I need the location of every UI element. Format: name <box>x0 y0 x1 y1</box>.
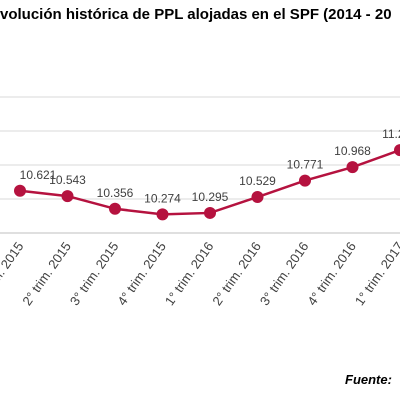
marker <box>204 206 216 219</box>
data-label: 11.219 <box>382 127 400 141</box>
data-label: 10.356 <box>97 186 134 200</box>
marker <box>251 191 264 204</box>
marker <box>109 202 121 215</box>
marker <box>14 184 26 197</box>
data-label: 10.274 <box>144 191 181 205</box>
source: Fuente: <box>345 372 392 387</box>
data-label: 10.543 <box>49 173 86 187</box>
data-label: 10.295 <box>192 190 229 204</box>
marker <box>346 161 359 174</box>
marker <box>299 174 311 187</box>
marker <box>394 144 400 157</box>
chart-title: volución histórica de PPL alojadas en el… <box>0 6 392 23</box>
data-label: 10.968 <box>334 144 371 158</box>
marker <box>61 190 74 203</box>
data-label: 10.771 <box>287 158 324 172</box>
data-label: 10.529 <box>239 174 276 188</box>
data-label: 10.621 <box>20 168 57 182</box>
marker <box>156 208 169 221</box>
